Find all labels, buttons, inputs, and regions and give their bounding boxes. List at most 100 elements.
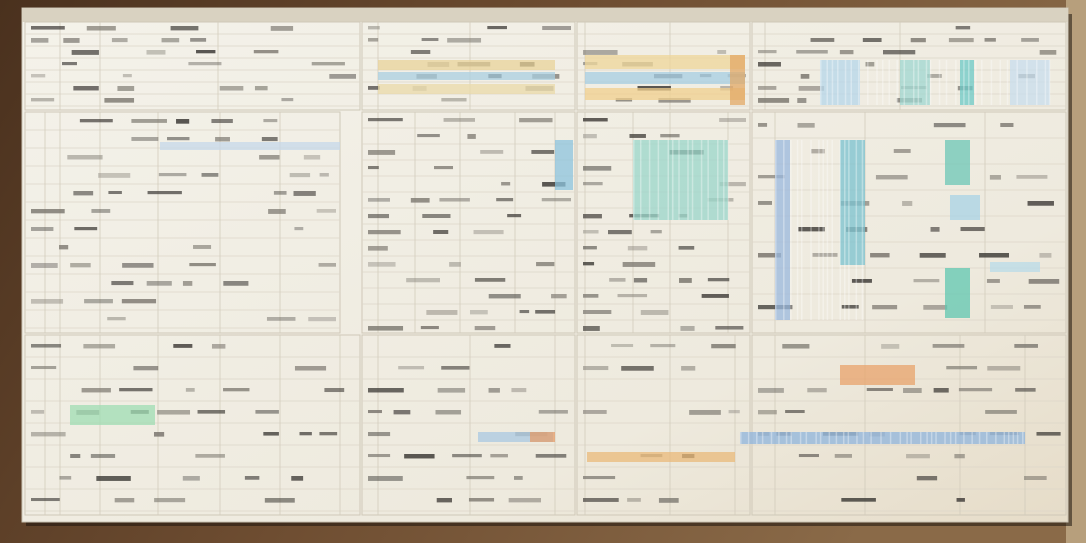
illegible-text [621, 366, 654, 371]
illegible-text [62, 62, 77, 66]
stripe [986, 432, 988, 444]
illegible-text [926, 74, 942, 78]
stripe [870, 432, 872, 444]
highlight-cells [70, 405, 155, 425]
stripe [862, 432, 865, 444]
illegible-text [480, 150, 504, 154]
illegible-text [701, 294, 729, 298]
illegible-text [311, 62, 345, 66]
highlight-cells [945, 140, 970, 185]
illegible-text [31, 98, 55, 102]
illegible-text [176, 119, 190, 124]
stripe [837, 60, 839, 105]
illegible-text [715, 326, 744, 330]
illegible-text [902, 201, 913, 206]
illegible-text [728, 410, 740, 414]
stripe [981, 60, 983, 105]
stripe [810, 140, 812, 320]
illegible-text [63, 38, 80, 43]
stripe [963, 432, 965, 444]
stripe [805, 432, 808, 444]
illegible-text [86, 26, 116, 31]
stripe [896, 60, 898, 105]
illegible-text [985, 410, 1017, 414]
illegible-text [368, 262, 396, 267]
stripe [910, 432, 912, 444]
stripe [1006, 60, 1009, 105]
illegible-text [31, 432, 66, 437]
stripe [717, 140, 719, 220]
illegible-text [31, 366, 57, 370]
stripe [707, 140, 709, 220]
illegible-text [810, 38, 835, 42]
illegible-text [834, 454, 852, 458]
illegible-text [910, 38, 926, 43]
illegible-text [494, 344, 511, 348]
illegible-text [281, 98, 294, 102]
stripe [835, 432, 838, 444]
illegible-text [513, 476, 523, 480]
panel [751, 21, 1067, 111]
illegible-text [678, 246, 695, 250]
illegible-text [368, 246, 388, 251]
illegible-text [436, 498, 453, 503]
illegible-text [535, 454, 567, 458]
stripe [778, 432, 780, 444]
stripe [888, 60, 890, 105]
stripe [1022, 432, 1024, 444]
illegible-text [979, 253, 1010, 258]
illegible-text [263, 119, 278, 123]
illegible-text [266, 317, 296, 321]
highlight-cells [950, 195, 980, 220]
illegible-text [542, 26, 571, 31]
illegible-text [608, 230, 632, 235]
illegible-text [406, 278, 440, 283]
highlight-cells [585, 88, 745, 100]
illegible-text [122, 74, 132, 78]
illegible-text [609, 278, 626, 282]
stripe [691, 140, 694, 220]
stripe [968, 60, 970, 105]
illegible-text [906, 454, 930, 459]
highlight-cells [378, 72, 555, 80]
illegible-text [421, 38, 439, 42]
illegible-text [308, 317, 336, 322]
illegible-text [633, 278, 648, 283]
highlight-cells [730, 55, 745, 105]
illegible-text [121, 299, 157, 304]
stripe [929, 60, 932, 105]
illegible-text [622, 262, 656, 267]
illegible-text [1015, 388, 1036, 392]
illegible-text [253, 50, 279, 54]
illegible-text [190, 38, 207, 42]
illegible-text [990, 305, 1013, 309]
stripe [818, 140, 820, 320]
stripe [844, 140, 846, 320]
illegible-text [658, 98, 691, 103]
illegible-text [955, 26, 971, 30]
illegible-text [660, 134, 680, 138]
illegible-text [368, 150, 396, 155]
illegible-text [956, 498, 965, 502]
illegible-text [933, 123, 966, 128]
illegible-text [211, 119, 233, 124]
stripe [945, 60, 948, 105]
illegible-text [452, 454, 482, 458]
illegible-text [496, 198, 514, 202]
panel [576, 334, 751, 516]
illegible-text [913, 279, 940, 283]
illegible-text [903, 388, 922, 393]
illegible-text [758, 201, 772, 205]
illegible-text [1016, 175, 1048, 179]
illegible-text [84, 299, 113, 304]
stripe [819, 432, 822, 444]
panel [751, 111, 1067, 334]
illegible-text [583, 310, 612, 314]
illegible-text [368, 26, 380, 30]
illegible-text [79, 119, 113, 123]
illegible-text [640, 310, 669, 315]
illegible-text [268, 209, 286, 214]
stripe [1044, 60, 1047, 105]
illegible-text [368, 454, 391, 458]
